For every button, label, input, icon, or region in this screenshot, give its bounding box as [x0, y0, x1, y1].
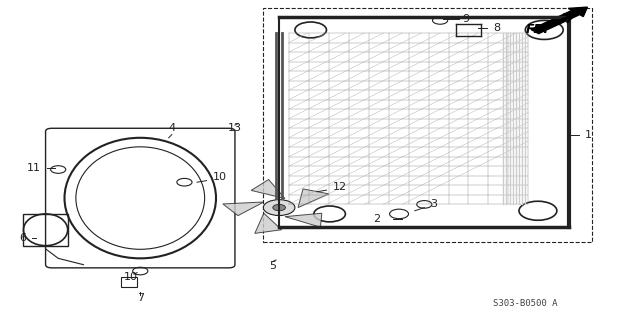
- Bar: [23, 214, 68, 246]
- Text: 9: 9: [462, 14, 469, 24]
- Polygon shape: [285, 213, 322, 227]
- Text: 10: 10: [124, 272, 138, 282]
- Polygon shape: [255, 213, 281, 233]
- Text: 13: 13: [228, 123, 242, 133]
- Text: 2: 2: [373, 214, 380, 224]
- Text: 5: 5: [269, 261, 276, 271]
- Polygon shape: [298, 189, 329, 208]
- Text: 7: 7: [137, 293, 144, 303]
- Circle shape: [263, 200, 295, 215]
- Text: 6: 6: [20, 233, 27, 243]
- Text: 4: 4: [168, 123, 176, 133]
- Text: S303-B0500 A: S303-B0500 A: [493, 299, 557, 308]
- Text: 8: 8: [494, 23, 501, 33]
- Text: 12: 12: [333, 182, 347, 192]
- Text: 11: 11: [27, 163, 41, 173]
- Text: 10: 10: [213, 172, 227, 182]
- Polygon shape: [223, 202, 264, 216]
- Bar: [263, 8, 592, 243]
- Text: FR.: FR.: [526, 23, 548, 36]
- Text: 3: 3: [430, 199, 437, 209]
- Text: 1: 1: [585, 130, 592, 140]
- FancyArrow shape: [531, 7, 587, 34]
- Circle shape: [273, 204, 285, 211]
- Polygon shape: [251, 180, 285, 198]
- Bar: [121, 277, 137, 287]
